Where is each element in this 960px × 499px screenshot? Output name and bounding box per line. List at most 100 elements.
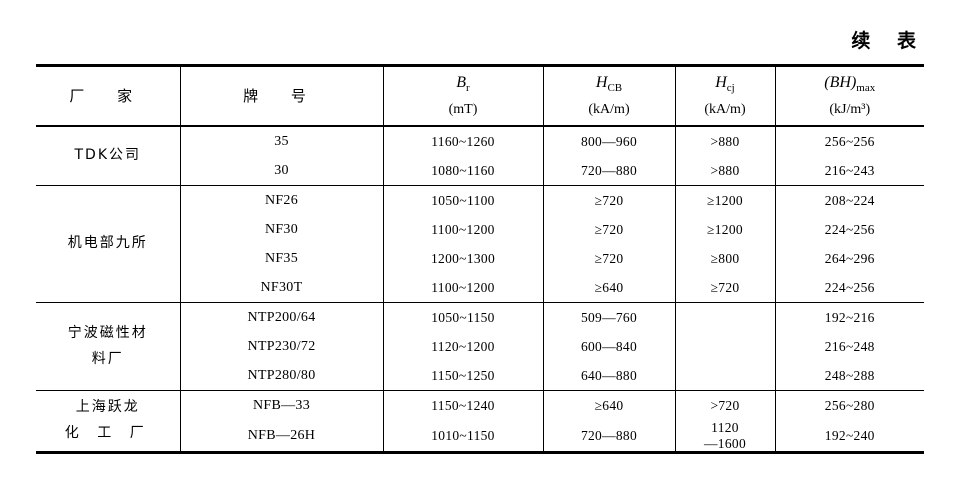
table-row: 宁波磁性材 料厂 NTP200/64 1050~1150 509—760 192… xyxy=(36,302,924,391)
cell-manufacturer: 上海跃龙 化 工 厂 xyxy=(36,389,181,453)
cell-br: 1050~1150 xyxy=(383,302,544,332)
cell-hcj: ≥1200 xyxy=(675,215,776,244)
manufacturer-line: TDK公司 xyxy=(74,147,141,164)
cell-bhmax: 216~248 xyxy=(824,338,875,354)
cell-br: 1150~1250 xyxy=(383,361,544,391)
cell-grade: NTP280/80 xyxy=(180,361,384,391)
cell-br: 1160~1260 xyxy=(383,126,544,156)
cell-bhmax: 256~256 xyxy=(824,133,875,149)
cell-br: 1200~1300 xyxy=(383,244,544,273)
cell-br: 1010~1150 xyxy=(383,420,544,453)
cell-hcj: >880 xyxy=(675,126,776,156)
cell-grade: 30 xyxy=(180,156,384,186)
column-header-manufacturer: 厂 家 xyxy=(36,65,181,126)
table-group-jidianbu: 机电部九所 NF26 1050~1100 ≥720 ≥1200 208~224 … xyxy=(36,185,924,303)
cell-br: 1120~1200 xyxy=(383,332,544,361)
unit-bhmax: (kJ/m³) xyxy=(829,102,871,118)
cell-br: 1100~1200 xyxy=(383,273,544,303)
table-row: NTP230/72 1120~1200 600—840 216~248 xyxy=(36,332,924,361)
cell-hcj xyxy=(675,332,776,361)
cell-grade: NFB—26H xyxy=(180,420,384,453)
table-group-shanghai-yuelong: 上海跃龙 化 工 厂 NFB—33 1150~1240 ≥640 >720 25… xyxy=(36,389,924,453)
cell-hcb: 600—840 xyxy=(543,332,676,361)
manufacturer-line: 化 工 厂 xyxy=(64,425,151,442)
column-header-bhmax: (BH)max (kJ/m³) xyxy=(775,66,924,127)
cell-br: 1080~1160 xyxy=(383,156,544,186)
header-row: 厂 家 牌 号 Br (mT) HCB (kA/m) Hcj (kA/m) (B… xyxy=(36,65,924,127)
unit-hcb: (kA/m) xyxy=(588,102,630,118)
cell-grade: NFB—33 xyxy=(180,390,384,420)
magnet-properties-table-container: 厂 家 牌 号 Br (mT) HCB (kA/m) Hcj (kA/m) (B… xyxy=(36,64,924,454)
column-header-grade: 牌 号 xyxy=(180,65,384,126)
table-row: NFB—26H 1010~1150 720—880 1120 —1600 192… xyxy=(36,420,924,453)
cell-grade: NTP200/64 xyxy=(180,302,384,332)
table-row: NTP280/80 1150~1250 640—880 248~288 xyxy=(36,361,924,391)
table-group-tdk: TDK公司 35 1160~1260 800—960 >880 256~256 … xyxy=(36,126,924,186)
manufacturer-line: 宁波磁性材 xyxy=(67,324,148,341)
continued-table-caption: 续 表 xyxy=(851,30,926,52)
cell-hcb: 720—880 xyxy=(543,156,676,186)
cell-hcj-line: 1120 xyxy=(711,420,739,435)
symbol-br: Br xyxy=(456,74,470,95)
cell-manufacturer: TDK公司 xyxy=(36,126,181,186)
cell-bhmax: 224~256 xyxy=(824,221,875,237)
cell-bhmax: 216~243 xyxy=(824,162,875,178)
magnet-properties-table: 厂 家 牌 号 Br (mT) HCB (kA/m) Hcj (kA/m) (B… xyxy=(36,64,924,454)
cell-hcb: ≥640 xyxy=(543,273,676,303)
cell-grade: NF30T xyxy=(180,273,384,303)
manufacturer-line: 机电部九所 xyxy=(67,235,148,252)
table-row: NF30 1100~1200 ≥720 ≥1200 224~256 xyxy=(36,215,924,244)
cell-hcb: ≥720 xyxy=(543,185,676,215)
cell-grade: NF30 xyxy=(180,215,384,244)
cell-hcj: ≥720 xyxy=(675,273,776,303)
symbol-hcj: Hcj xyxy=(715,74,735,95)
manufacturer-line: 料厂 xyxy=(91,350,124,367)
cell-hcj-line: —1600 xyxy=(704,435,746,451)
table-row: TDK公司 35 1160~1260 800—960 >880 256~256 xyxy=(36,126,924,186)
cell-hcj: ≥1200 xyxy=(675,185,776,215)
cell-br: 1050~1100 xyxy=(383,185,544,215)
unit-br: (mT) xyxy=(448,102,478,118)
unit-hcj: (kA/m) xyxy=(704,102,746,118)
cell-hcj: >880 xyxy=(675,156,776,186)
cell-bhmax: 264~296 xyxy=(824,250,875,266)
table-header: 厂 家 牌 号 Br (mT) HCB (kA/m) Hcj (kA/m) (B… xyxy=(36,65,924,127)
table-row: 30 1080~1160 720—880 >880 216~243 xyxy=(36,156,924,186)
cell-hcj xyxy=(675,361,776,391)
cell-hcj: 1120 —1600 xyxy=(675,420,776,453)
cell-bhmax: 248~288 xyxy=(824,367,875,383)
cell-grade: 35 xyxy=(180,126,384,156)
cell-hcb: ≥640 xyxy=(543,390,676,420)
cell-hcj xyxy=(675,302,776,332)
cell-hcj: ≥800 xyxy=(675,244,776,273)
table-row: 机电部九所 NF26 1050~1100 ≥720 ≥1200 208~224 xyxy=(36,185,924,303)
column-header-br: Br (mT) xyxy=(383,65,544,126)
table-row: NF35 1200~1300 ≥720 ≥800 264~296 xyxy=(36,244,924,273)
table-group-ningbo: 宁波磁性材 料厂 NTP200/64 1050~1150 509—760 192… xyxy=(36,302,924,391)
table-row: NF30T 1100~1200 ≥640 ≥720 224~256 xyxy=(36,273,924,303)
cell-bhmax: 192~216 xyxy=(775,302,924,332)
manufacturer-line: 上海跃龙 xyxy=(75,399,140,416)
cell-br: 1100~1200 xyxy=(383,215,544,244)
cell-hcb: ≥720 xyxy=(543,244,676,273)
cell-manufacturer: 机电部九所 xyxy=(36,185,181,303)
cell-grade: NF35 xyxy=(180,244,384,273)
cell-grade: NF26 xyxy=(180,185,384,215)
symbol-hcb: HCB xyxy=(595,74,623,95)
cell-hcb: ≥720 xyxy=(543,215,676,244)
cell-bhmax: 192~240 xyxy=(824,427,875,443)
cell-hcb: 720—880 xyxy=(543,420,676,453)
column-header-hcb: HCB (kA/m) xyxy=(543,65,676,126)
symbol-bhmax: (BH)max xyxy=(824,74,876,95)
cell-hcb: 640—880 xyxy=(543,361,676,391)
table-row: 上海跃龙 化 工 厂 NFB—33 1150~1240 ≥640 >720 25… xyxy=(36,389,924,453)
cell-bhmax: 224~256 xyxy=(824,279,875,295)
cell-hcj: >720 xyxy=(675,390,776,420)
cell-bhmax: 256~280 xyxy=(775,390,924,420)
cell-grade: NTP230/72 xyxy=(180,332,384,361)
cell-hcb: 509—760 xyxy=(543,302,676,332)
cell-br: 1150~1240 xyxy=(383,390,544,420)
column-header-hcj: Hcj (kA/m) xyxy=(675,65,776,126)
cell-bhmax: 208~224 xyxy=(775,185,924,215)
cell-hcb: 800—960 xyxy=(543,126,676,156)
